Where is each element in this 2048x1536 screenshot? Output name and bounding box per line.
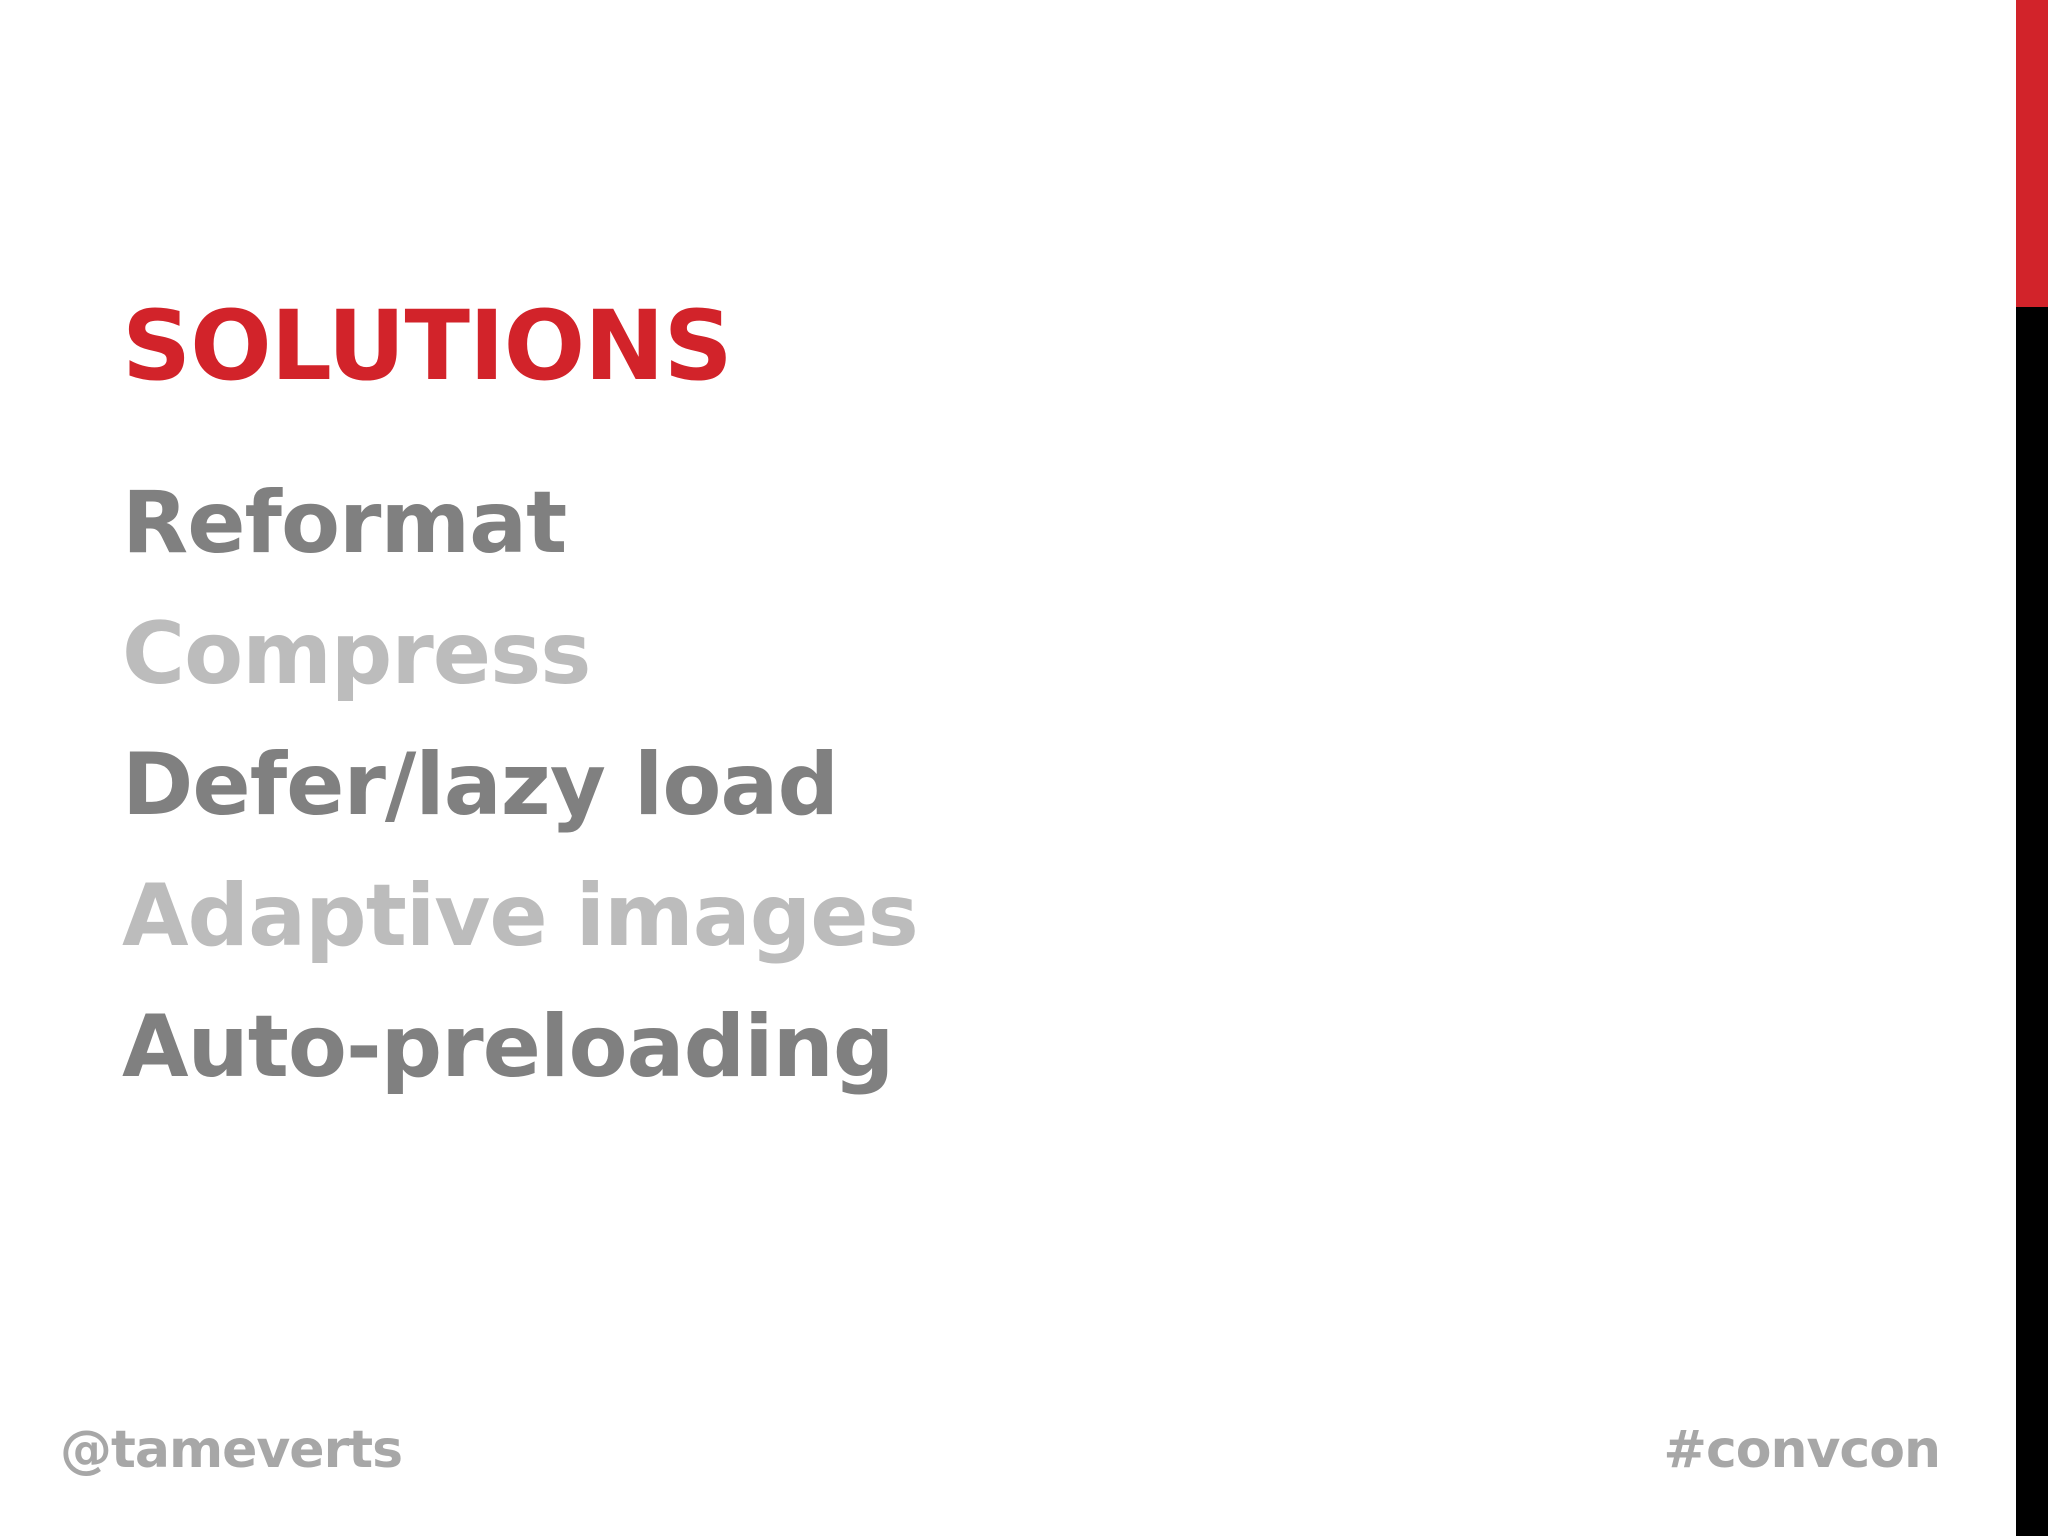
twitter-handle: @tameverts	[60, 1420, 403, 1480]
event-hashtag: #convcon	[1663, 1420, 1941, 1480]
list-item-defer-lazy-load: Defer/lazy load	[122, 735, 839, 835]
list-item-reformat: Reformat	[122, 473, 567, 573]
slide-title: SOLUTIONS	[122, 290, 733, 402]
list-item-adaptive-images: Adaptive images	[122, 866, 919, 966]
solutions-list: Reformat Compress Defer/lazy load Adapti…	[122, 458, 919, 1113]
side-bar	[2016, 307, 2048, 1536]
list-item-compress: Compress	[122, 604, 591, 704]
accent-bar	[2016, 0, 2048, 307]
list-item-auto-preloading: Auto-preloading	[122, 997, 894, 1097]
